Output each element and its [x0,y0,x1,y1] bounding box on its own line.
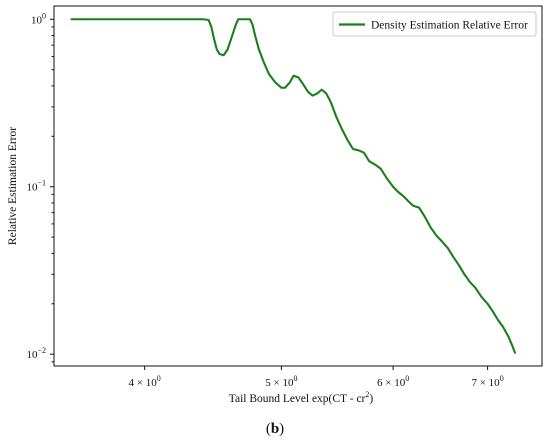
x-tick-label-1: 5 × 100 [265,374,297,389]
x-axis-label-main: Tail Bound Level exp(CT - cr [229,393,366,405]
y-tick-label-1: 10−1 [26,179,46,194]
y-tick-label-2: 10−2 [26,346,46,361]
legend: Density Estimation Relative Error [332,11,537,37]
axes-frame [53,5,543,367]
plot-area [70,18,517,354]
x-tick-label-2: 6 × 100 [377,374,409,389]
y-axis-label: Relative Estimation Error [7,127,19,245]
legend-label: Density Estimation Relative Error [371,20,528,32]
x-tick-label-3: 7 × 100 [471,374,503,389]
x-axis-label-close: ) [369,393,373,405]
x-axis-label: Tail Bound Level exp(CT - cr2) [229,390,374,405]
legend-box [332,11,537,37]
x-tick-label-0: 4 × 100 [129,374,161,389]
caption-letter: b [271,421,279,437]
figure-caption: (b) [266,421,284,437]
caption-open-paren: ( [266,421,271,437]
series-line-0 [70,18,517,354]
caption-close-paren: ) [279,421,284,437]
x-axis-label-superscript: 2 [365,390,369,399]
y-tick-label-0: 100 [31,11,46,26]
